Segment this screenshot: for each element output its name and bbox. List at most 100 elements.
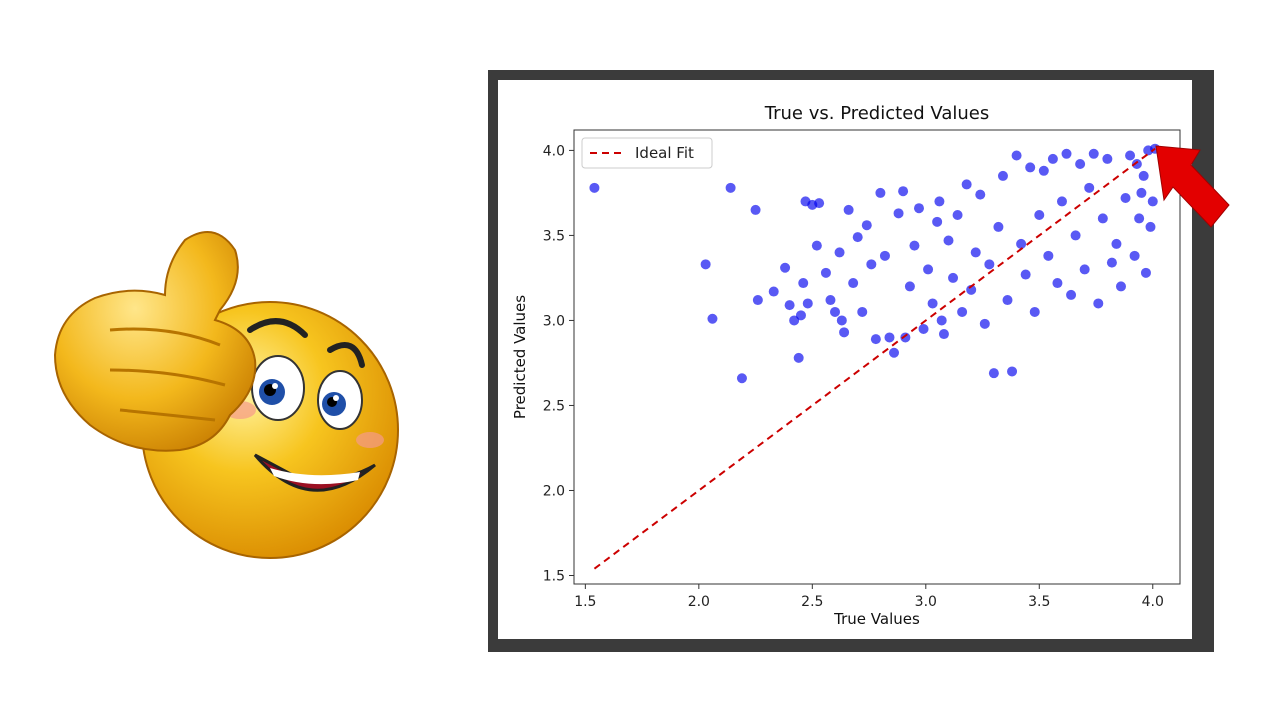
y-tick-label: 1.5 — [543, 568, 565, 584]
scatter-point — [736, 373, 747, 384]
x-tick-label: 2.0 — [688, 594, 710, 610]
y-tick-label: 2.0 — [543, 483, 565, 499]
scatter-point — [1034, 210, 1045, 221]
scatter-point — [961, 179, 972, 190]
scatter-point — [997, 170, 1008, 181]
scatter-point — [1125, 150, 1136, 161]
ideal-fit-line — [593, 147, 1156, 570]
scatter-point — [870, 334, 881, 345]
scatter-point — [700, 259, 711, 270]
scatter-point — [836, 315, 847, 326]
scatter-point — [814, 198, 825, 209]
scatter-point — [793, 352, 804, 363]
scatter-point — [834, 247, 845, 258]
scatter-point — [820, 267, 831, 278]
scatter-point — [948, 272, 959, 283]
y-tick-label: 4.0 — [543, 143, 565, 159]
scatter-point — [752, 295, 763, 306]
scatter-point — [798, 278, 809, 289]
scatter-point — [1115, 281, 1126, 292]
scatter-point — [1043, 250, 1054, 261]
scatter-point — [843, 204, 854, 215]
y-axis-title: Predicted Values — [511, 295, 529, 419]
scatter-point — [1106, 257, 1117, 268]
scatter-point — [1145, 221, 1156, 232]
scatter-point — [979, 318, 990, 329]
scatter-point — [861, 220, 872, 231]
emoji-hand — [53, 231, 257, 452]
scatter-point — [839, 327, 850, 338]
scatter-point — [904, 281, 915, 292]
scatter-point — [811, 240, 822, 251]
scatter-point — [900, 332, 911, 343]
scatter-point — [898, 186, 909, 197]
scatter-point — [936, 315, 947, 326]
scatter-point — [750, 204, 761, 215]
x-tick-label: 1.5 — [574, 594, 596, 610]
scatter-point — [1102, 153, 1113, 164]
scatter-point — [993, 221, 1004, 232]
y-tick-label: 3.0 — [543, 313, 565, 329]
scatter-point — [984, 259, 995, 270]
scatter-point — [918, 323, 929, 334]
scatter-point — [852, 232, 863, 243]
scatter-point — [857, 306, 868, 317]
scatter-point — [789, 315, 800, 326]
scatter-point — [952, 210, 963, 221]
scatter-point — [1052, 278, 1063, 289]
y-tick-label: 3.5 — [543, 228, 565, 244]
scatter-point — [780, 262, 791, 273]
x-tick-label: 4.0 — [1142, 594, 1164, 610]
legend: Ideal Fit — [581, 137, 713, 169]
scatter-point — [913, 203, 924, 214]
thumbs-up-emoji-icon — [53, 231, 399, 559]
figure-canvas: True vs. Predicted Values 1.5 2.0 2.5 3.0 3.… — [498, 80, 1192, 639]
legend-box — [581, 137, 713, 169]
scatter-point — [1129, 250, 1140, 261]
scatter-point — [988, 368, 999, 379]
scatter-chart: True vs. Predicted Values 1.5 2.0 2.5 3.0 3.… — [511, 103, 1181, 628]
x-tick-label: 2.5 — [801, 594, 823, 610]
scatter-point — [909, 240, 920, 251]
scatter-point — [938, 329, 949, 340]
scatter-point — [1056, 196, 1067, 207]
scatter-point — [1011, 150, 1022, 161]
scatter-point — [1025, 162, 1036, 173]
x-axis-title: True Values — [833, 610, 920, 628]
legend-label-ideal-fit: Ideal Fit — [635, 144, 694, 162]
scatter-point — [1020, 269, 1031, 280]
scatter-point — [795, 310, 806, 321]
scatter-point — [1029, 306, 1040, 317]
scatter-point — [1120, 193, 1131, 204]
scatter-point — [768, 286, 779, 297]
scatter-point — [884, 332, 895, 343]
scatter-point — [889, 347, 900, 358]
chart-title: True vs. Predicted Values — [764, 103, 989, 124]
scatter-point — [923, 264, 934, 275]
scatter-point — [830, 306, 841, 317]
scatter-point — [707, 313, 718, 324]
x-tick-label: 3.5 — [1028, 594, 1050, 610]
scatter-point — [875, 187, 886, 198]
scatter-point — [943, 235, 954, 246]
scatter-point — [1088, 148, 1099, 159]
scatter-point — [1016, 238, 1027, 249]
scatter-point — [1111, 238, 1122, 249]
scatter-point — [1061, 148, 1072, 159]
scatter-point — [957, 306, 968, 317]
scatter-point — [1070, 230, 1081, 241]
scatter-point — [1097, 213, 1108, 224]
scatter-point — [1066, 289, 1077, 300]
scatter-point — [802, 298, 813, 309]
figure-frame: True vs. Predicted Values 1.5 2.0 2.5 3.0 3.… — [488, 70, 1214, 652]
scatter-point — [784, 300, 795, 311]
scatter-point — [1084, 182, 1095, 193]
scatter-point — [725, 182, 736, 193]
scatter-point — [1138, 170, 1149, 181]
scatter-points — [589, 143, 1161, 384]
scatter-point — [932, 216, 943, 227]
scatter-point — [1147, 196, 1158, 207]
scatter-point — [1047, 153, 1058, 164]
scatter-point — [927, 298, 938, 309]
